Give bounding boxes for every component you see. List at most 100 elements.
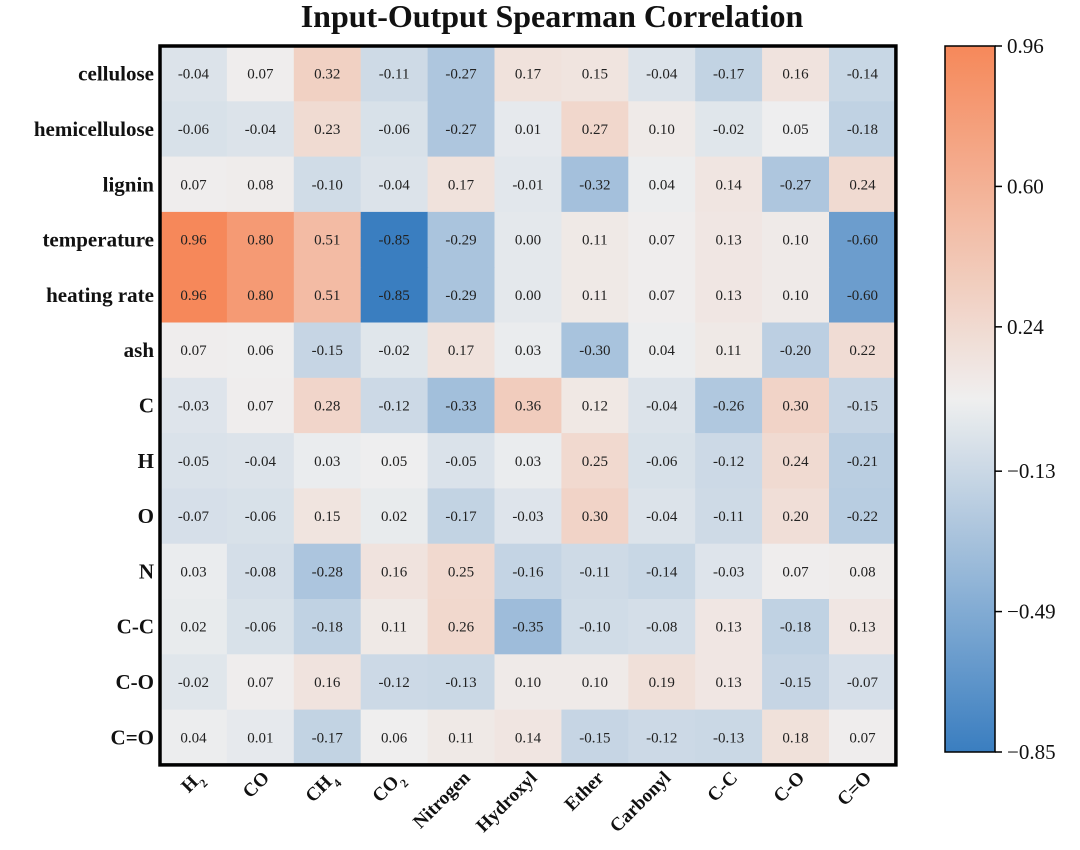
heatmap-cell bbox=[561, 46, 629, 102]
heatmap-cell bbox=[695, 433, 763, 489]
heatmap-cell bbox=[695, 156, 763, 213]
cell-value-label: 0.13 bbox=[849, 620, 875, 636]
column-label: CH4 bbox=[302, 768, 345, 811]
cell-value-label: 0.32 bbox=[314, 67, 340, 83]
heatmap-cell bbox=[695, 267, 763, 324]
heatmap-cell bbox=[427, 267, 496, 324]
heatmap-cell bbox=[160, 709, 228, 766]
column-label: Ether bbox=[561, 767, 609, 815]
heatmap-cell bbox=[628, 156, 696, 213]
column-label: C-C bbox=[703, 768, 742, 807]
column-label: C=O bbox=[833, 768, 876, 811]
heatmap-cell bbox=[762, 267, 830, 324]
colorbar-tick-label: 0.96 bbox=[1007, 34, 1044, 58]
heatmap-cell bbox=[695, 377, 763, 434]
heatmap-cell bbox=[427, 433, 496, 489]
heatmap-cell bbox=[762, 211, 830, 268]
heatmap-cell bbox=[695, 709, 763, 766]
heatmap-cell bbox=[561, 654, 629, 711]
cell-value-label: -0.14 bbox=[646, 564, 678, 580]
cell-value-label: 0.10 bbox=[582, 675, 608, 691]
cell-value-label: -0.04 bbox=[245, 454, 277, 470]
heatmap-cell bbox=[360, 267, 429, 324]
heatmap-cell bbox=[829, 599, 897, 655]
cell-value-label: -0.06 bbox=[245, 620, 277, 636]
column-label: H2 bbox=[177, 768, 210, 801]
cell-value-label: 0.07 bbox=[247, 67, 274, 83]
heatmap-cell bbox=[829, 543, 897, 600]
column-label: Carbonyl bbox=[606, 768, 675, 837]
cell-value-label: -0.05 bbox=[445, 454, 476, 470]
heatmap-cell bbox=[561, 488, 629, 545]
cell-value-label: 0.11 bbox=[448, 730, 474, 746]
row-label: temperature bbox=[42, 228, 154, 252]
cell-value-label: -0.11 bbox=[379, 67, 410, 83]
heatmap-cell bbox=[226, 211, 295, 268]
cell-value-label: -0.33 bbox=[445, 398, 476, 414]
cell-value-label: -0.02 bbox=[379, 343, 410, 359]
cell-value-label: -0.26 bbox=[713, 398, 745, 414]
cell-value-label: 0.17 bbox=[515, 67, 542, 83]
heatmap-cell bbox=[360, 377, 429, 434]
heatmap-cells: -0.04 0.07 0.32 -0.11 -0.27 0.17 0.15 -0.04 -0.1… bbox=[160, 46, 897, 766]
heatmap-cell bbox=[561, 211, 629, 268]
cell-value-label: -0.02 bbox=[178, 675, 209, 691]
cell-value-label: 0.05 bbox=[381, 454, 407, 470]
cell-value-label: -0.35 bbox=[512, 620, 543, 636]
heatmap-cell bbox=[762, 101, 830, 158]
cell-value-label: -0.12 bbox=[379, 398, 410, 414]
heatmap-cell bbox=[494, 322, 562, 379]
heatmap-cell bbox=[494, 101, 562, 158]
heatmap-cell bbox=[695, 322, 763, 379]
heatmap-cell bbox=[695, 101, 763, 158]
heatmap-cell bbox=[762, 654, 830, 711]
heatmap-cell bbox=[628, 46, 696, 102]
cell-value-label: -0.27 bbox=[445, 67, 477, 83]
cell-value-label: 0.07 bbox=[247, 675, 274, 691]
colorbar bbox=[944, 45, 996, 753]
cell-value-label: 0.01 bbox=[247, 730, 273, 746]
cell-value-label: 0.12 bbox=[582, 398, 608, 414]
heatmap-cell bbox=[561, 101, 629, 158]
heatmap-cell bbox=[160, 543, 228, 600]
column-label: Hydroxyl bbox=[472, 768, 541, 837]
cell-value-label: -0.17 bbox=[713, 67, 745, 83]
cell-value-label: -0.60 bbox=[847, 233, 878, 249]
row-label: H bbox=[138, 449, 154, 473]
heatmap-cell bbox=[561, 599, 629, 655]
cell-value-label: -0.04 bbox=[646, 398, 678, 414]
heatmap-cell bbox=[293, 599, 362, 655]
heatmap-cell bbox=[226, 709, 295, 766]
heatmap-cell bbox=[360, 709, 429, 766]
heatmap-cell bbox=[427, 101, 496, 158]
cell-value-label: -0.02 bbox=[713, 122, 744, 138]
heatmap-cell bbox=[628, 211, 696, 268]
cell-value-label: -0.04 bbox=[178, 67, 210, 83]
heatmap-cell bbox=[293, 709, 362, 766]
heatmap-cell bbox=[494, 543, 562, 600]
cell-value-label: 0.51 bbox=[314, 288, 340, 304]
cell-value-label: 0.10 bbox=[649, 122, 675, 138]
cell-value-label: -0.10 bbox=[312, 177, 343, 193]
heatmap-cell bbox=[762, 599, 830, 655]
heatmap-cell bbox=[628, 101, 696, 158]
heatmap-cell bbox=[494, 654, 562, 711]
cell-value-label: -0.10 bbox=[579, 620, 610, 636]
heatmap-cell bbox=[628, 488, 696, 545]
cell-value-label: -0.18 bbox=[847, 122, 878, 138]
cell-value-label: 0.20 bbox=[782, 509, 808, 525]
cell-value-label: -0.15 bbox=[780, 675, 811, 691]
cell-value-label: -0.27 bbox=[780, 177, 812, 193]
heatmap-cell bbox=[628, 433, 696, 489]
cell-value-label: 0.08 bbox=[849, 564, 875, 580]
cell-value-label: 0.06 bbox=[381, 730, 408, 746]
heatmap-cell bbox=[494, 156, 562, 213]
heatmap-cell bbox=[762, 46, 830, 102]
heatmap-cell bbox=[160, 488, 228, 545]
cell-value-label: -0.06 bbox=[646, 454, 678, 470]
cell-value-label: 0.05 bbox=[782, 122, 808, 138]
cell-value-label: -0.15 bbox=[312, 343, 343, 359]
row-label: C bbox=[139, 393, 154, 417]
cell-value-label: -0.27 bbox=[445, 122, 477, 138]
heatmap-cell bbox=[829, 488, 897, 545]
